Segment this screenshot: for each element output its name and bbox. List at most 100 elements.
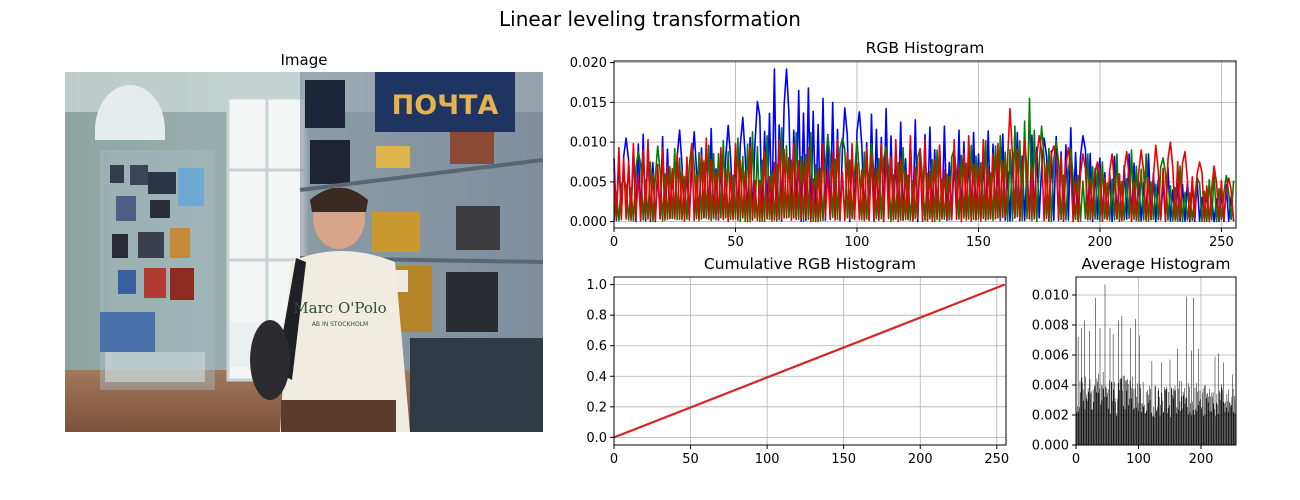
axes-frame xyxy=(1075,276,1237,446)
bar xyxy=(1094,386,1096,445)
bar xyxy=(1158,387,1159,445)
bar xyxy=(1182,408,1183,445)
bar xyxy=(1207,393,1208,445)
bar xyxy=(1228,389,1229,445)
chart-title: Average Histogram xyxy=(1082,255,1231,273)
bar xyxy=(1076,412,1078,445)
y-tick-label: 0.2 xyxy=(586,400,607,415)
bar xyxy=(1088,391,1089,445)
bar xyxy=(1139,384,1141,445)
axes-frame xyxy=(613,276,1007,446)
bar xyxy=(1084,409,1086,445)
bar xyxy=(1159,397,1160,445)
bar xyxy=(1108,408,1109,445)
bar xyxy=(1104,396,1105,445)
bar xyxy=(1119,390,1120,445)
bar xyxy=(1189,386,1190,445)
y-tick-label: 1.0 xyxy=(586,278,607,293)
x-tick-label: 250 xyxy=(1209,235,1234,250)
bar xyxy=(1134,388,1136,445)
bar xyxy=(1082,389,1084,445)
bar xyxy=(1153,406,1154,445)
bar xyxy=(1192,401,1193,445)
bar xyxy=(1142,382,1144,445)
bar xyxy=(1232,388,1234,445)
bar xyxy=(1152,416,1153,445)
bar xyxy=(1089,331,1090,445)
bar xyxy=(1211,411,1212,445)
bar xyxy=(1091,409,1093,445)
bar xyxy=(1206,398,1207,445)
bar xyxy=(1127,379,1128,445)
bar xyxy=(1144,404,1145,445)
y-tick-label: 0.4 xyxy=(586,370,607,385)
bar xyxy=(1178,388,1179,445)
bar xyxy=(1131,398,1133,445)
bar xyxy=(1165,389,1166,445)
y-tick-label: 0.000 xyxy=(570,215,607,230)
bar xyxy=(1182,391,1184,445)
bar xyxy=(1149,399,1151,445)
bar xyxy=(1177,409,1179,445)
y-tick-label: 0.0 xyxy=(586,431,607,446)
bar xyxy=(1181,396,1183,445)
bar xyxy=(1217,414,1219,445)
y-tick-label: 0.004 xyxy=(1032,379,1069,394)
bar xyxy=(1127,383,1129,445)
bar xyxy=(1216,394,1218,445)
bar xyxy=(1161,362,1162,445)
bar xyxy=(1157,406,1158,445)
bar xyxy=(1194,387,1196,445)
bar xyxy=(1137,383,1138,445)
x-tick-label: 0 xyxy=(1072,452,1080,467)
bar xyxy=(1192,410,1194,445)
bar xyxy=(1221,387,1223,445)
chart-cum: 0 50 100 150 200 250 0.0 0.2 0.4 0.6 0.8 1.0 Cumulat… xyxy=(586,255,1009,467)
bar xyxy=(1081,328,1082,445)
bar xyxy=(1218,353,1219,445)
bar xyxy=(1227,401,1228,445)
bar xyxy=(1154,416,1155,445)
bar xyxy=(1137,403,1139,445)
bar xyxy=(1233,411,1234,445)
bar xyxy=(1176,413,1178,445)
bar xyxy=(1189,412,1191,445)
bar xyxy=(1194,415,1195,445)
bar xyxy=(1155,386,1156,445)
bar xyxy=(1190,403,1191,445)
bar xyxy=(1166,386,1168,445)
bar xyxy=(1122,390,1123,445)
bar xyxy=(1224,411,1226,445)
bar xyxy=(1181,381,1182,445)
bar xyxy=(1221,384,1222,445)
bar xyxy=(1206,394,1208,445)
bar xyxy=(1201,408,1202,445)
bar xyxy=(1096,378,1098,445)
bar xyxy=(1087,388,1089,445)
bar xyxy=(1141,403,1143,445)
bar xyxy=(1198,349,1199,445)
bar xyxy=(1234,413,1236,445)
bar xyxy=(1112,334,1114,445)
bar xyxy=(1148,395,1149,445)
bar xyxy=(1106,396,1108,445)
bar xyxy=(1118,320,1119,445)
y-tick-label: 0.010 xyxy=(570,136,607,151)
bar xyxy=(1172,395,1173,445)
bar xyxy=(1231,405,1232,445)
bar xyxy=(1080,392,1081,445)
bar xyxy=(1086,394,1088,445)
bar xyxy=(1219,390,1220,445)
bar xyxy=(1077,406,1078,445)
bar xyxy=(1224,403,1225,445)
y-tick-label: 0.006 xyxy=(1032,349,1069,364)
bar xyxy=(1223,362,1224,445)
bar xyxy=(1109,328,1111,445)
bar xyxy=(1142,404,1143,445)
bar xyxy=(1138,411,1139,445)
bar xyxy=(1092,389,1094,445)
bar xyxy=(1214,409,1215,445)
bar xyxy=(1112,400,1113,445)
x-tick-label: 50 xyxy=(727,235,744,250)
